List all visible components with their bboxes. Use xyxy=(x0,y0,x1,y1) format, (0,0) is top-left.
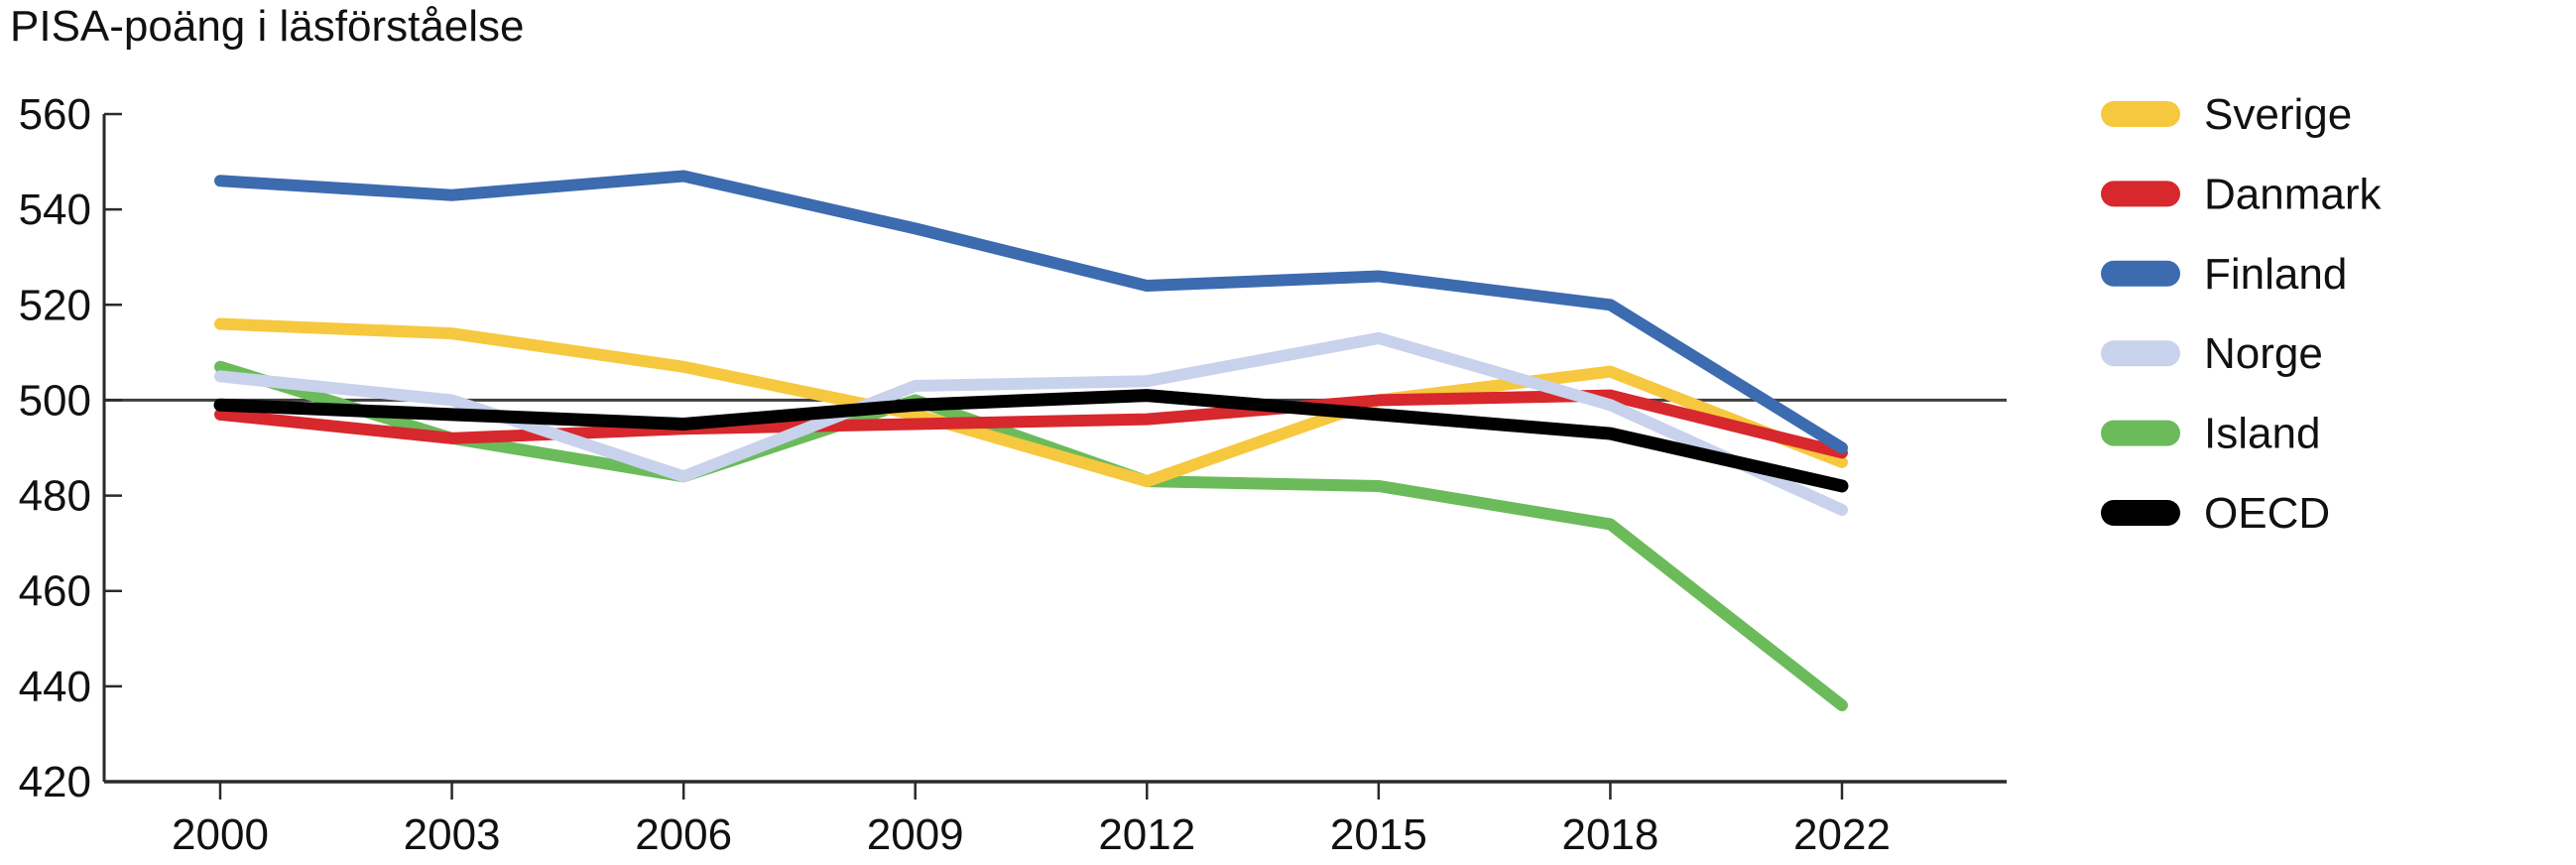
y-tick-label: 500 xyxy=(19,376,91,425)
legend-item-norge: Norge xyxy=(2101,329,2323,378)
legend-label-finland: Finland xyxy=(2204,250,2347,299)
legend-label-island: Island xyxy=(2204,410,2320,458)
legend-label-danmark: Danmark xyxy=(2204,170,2382,218)
y-tick-label: 440 xyxy=(19,663,91,711)
series-line-oecd xyxy=(213,389,1849,493)
legend-item-island: Island xyxy=(2101,410,2320,458)
x-tick-label: 2000 xyxy=(172,810,269,859)
y-tick-label: 520 xyxy=(19,281,91,329)
x-tick-label: 2015 xyxy=(1330,810,1427,859)
y-tick-label: 560 xyxy=(19,90,91,139)
y-tick-label: 460 xyxy=(19,567,91,616)
y-tick-label: 420 xyxy=(19,758,91,806)
x-tick-label: 2006 xyxy=(635,810,732,859)
x-tick-label: 2003 xyxy=(404,810,501,859)
series-line-sverige xyxy=(214,317,1848,488)
series-line-island xyxy=(214,360,1848,712)
x-tick-label: 2012 xyxy=(1098,810,1195,859)
legend-item-oecd: OECD xyxy=(2101,489,2330,538)
legend-swatch-sverige xyxy=(2101,101,2180,127)
legend-swatch-finland xyxy=(2101,260,2180,287)
series-line-finland xyxy=(214,170,1848,454)
legend-item-danmark: Danmark xyxy=(2101,170,2382,218)
x-axis: 2000 2003 2006 2009 2012 2015 2018 2022 xyxy=(104,780,2007,859)
y-axis: 420 440 460 480 500 520 540 560 xyxy=(19,90,122,806)
y-tick-label: 540 xyxy=(19,185,91,234)
legend-item-sverige: Sverige xyxy=(2101,90,2352,139)
chart-title: PISA-poäng i läsförståelse xyxy=(10,2,525,51)
legend-label-sverige: Sverige xyxy=(2204,90,2352,139)
legend-swatch-island xyxy=(2101,420,2180,446)
legend-label-norge: Norge xyxy=(2204,329,2323,378)
legend-swatch-norge xyxy=(2101,340,2180,367)
y-tick-label: 480 xyxy=(19,472,91,521)
legend: Sverige Danmark Finland Norge Island OECD xyxy=(2101,90,2382,538)
x-tick-label: 2018 xyxy=(1561,810,1658,859)
legend-item-finland: Finland xyxy=(2101,250,2347,299)
legend-swatch-oecd xyxy=(2101,500,2180,526)
legend-swatch-danmark xyxy=(2101,181,2180,207)
legend-label-oecd: OECD xyxy=(2204,489,2330,538)
x-tick-label: 2022 xyxy=(1793,810,1891,859)
x-tick-label: 2009 xyxy=(867,810,964,859)
